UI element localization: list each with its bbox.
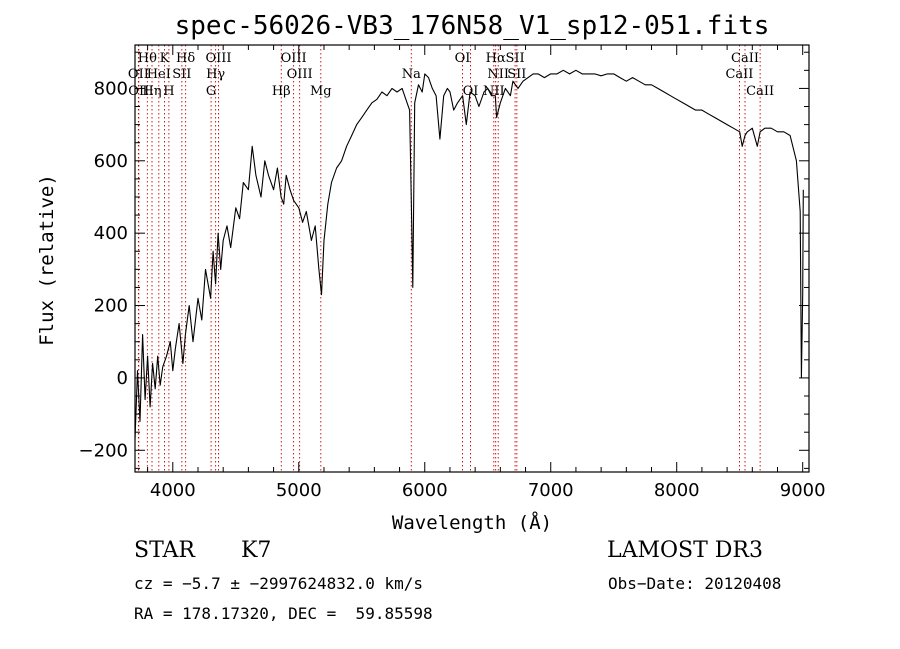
- spectral-line-label: HeI: [147, 67, 171, 82]
- spectral-line-label: Hδ: [176, 51, 195, 66]
- spectral-line-label: SII: [505, 51, 524, 66]
- spectral-line-label: OIII: [205, 51, 231, 66]
- plot-frame: [134, 44, 810, 473]
- velocity-readout: cz = −5.7 ± −2997624832.0 km/s: [134, 574, 423, 593]
- spectral-line-label: OIII: [287, 67, 313, 82]
- x-tick-label: 7000: [528, 480, 574, 501]
- spectral-line-markers: [137, 45, 761, 472]
- spectral-line-label: SII: [172, 67, 191, 82]
- x-tick-label: 9000: [780, 480, 826, 501]
- x-tick-label: 8000: [654, 480, 700, 501]
- spectral-line-label: G: [206, 84, 216, 99]
- spectral-line-label: NII: [487, 67, 509, 82]
- spectral-line-label: Mg: [310, 84, 332, 99]
- spectral-line-label: CaII: [731, 51, 759, 66]
- y-tick-label: 800: [94, 78, 128, 99]
- x-tick-label: 4000: [150, 480, 196, 501]
- spectral-line-label: OI: [455, 51, 471, 66]
- spectral-line-label: Hγ: [206, 67, 225, 82]
- y-tick-label: 200: [94, 296, 128, 317]
- observation-date: Obs−Date: 20120408: [608, 574, 782, 593]
- x-axis-label: Wavelength (Å): [392, 511, 552, 534]
- spectral-line-label: CaII: [725, 67, 753, 82]
- spectral-line-label: Hη: [142, 84, 161, 99]
- x-tick-label: 6000: [402, 480, 448, 501]
- spectral-line-label: SII: [507, 67, 526, 82]
- survey-name: LAMOST DR3: [607, 538, 763, 563]
- x-axis-ticks: 4000 5000 6000 7000 8000 9000: [147, 45, 826, 501]
- spectral-line-label: K: [160, 51, 170, 66]
- y-tick-label: 600: [94, 151, 128, 172]
- object-class: STAR: [134, 538, 195, 563]
- y-axis-label: Flux (relative): [36, 174, 58, 346]
- spectral-line-label: Na: [402, 67, 421, 82]
- spectral-line-label: Hβ: [272, 84, 291, 99]
- spectral-subclass: K7: [241, 538, 272, 563]
- y-tick-label: 0: [117, 368, 128, 389]
- spectral-line-label: OII: [128, 84, 149, 99]
- spectral-line-label: H: [163, 84, 174, 99]
- spectral-line-label: OII: [128, 67, 149, 82]
- coordinates-readout: RA = 178.17320, DEC = 59.85598: [134, 604, 433, 623]
- spectrum-line: [134, 69, 804, 440]
- y-tick-label: 400: [94, 223, 128, 244]
- spectral-line-label: Hθ: [138, 51, 157, 66]
- chart-title: spec-56026-VB3_176N58_V1_sp12-051.fits: [175, 11, 770, 41]
- y-axis-ticks: −200 0 200 400 600 800: [79, 51, 809, 469]
- spectral-line-label: NII: [483, 84, 505, 99]
- spectral-line-label: OIII: [281, 51, 307, 66]
- spectral-line-label: Hα: [486, 51, 506, 66]
- y-tick-label: −200: [79, 440, 128, 461]
- spectral-line-label: CaII: [746, 84, 774, 99]
- x-tick-label: 5000: [276, 480, 322, 501]
